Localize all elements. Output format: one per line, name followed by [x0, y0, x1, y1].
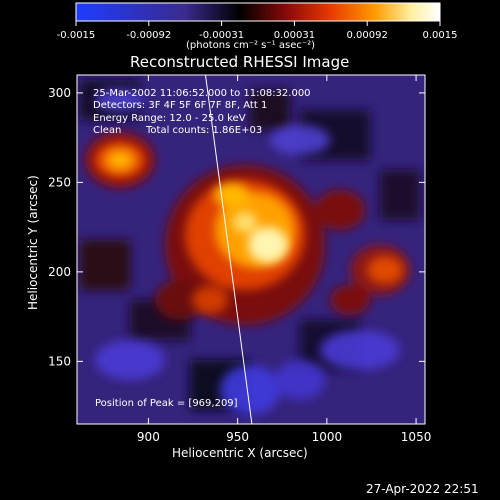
colorbar-tick-label: 0.00092 [347, 30, 388, 41]
algorithm-label: Clean [93, 125, 122, 136]
colorbar-tick-label: 0.0015 [423, 30, 458, 41]
colorbar-units: (photons cm⁻² s⁻¹ asec⁻²) [186, 40, 316, 51]
total-counts-label: Total counts: 1.86E+03 [146, 125, 263, 136]
colorbar-gradient [75, 2, 441, 22]
footer-timestamp: 27-Apr-2022 22:51 [366, 482, 479, 496]
x-tick-label: 1050 [401, 430, 432, 444]
y-tick-label: 150 [48, 354, 71, 368]
plot-title: Reconstructed RHESSI Image [130, 53, 350, 71]
energy-range-label: Energy Range: 12.0 - 25.0 keV [93, 113, 246, 124]
y-tick-label: 250 [48, 175, 71, 189]
detectors-label: Detectors: 3F 4F 5F 6F 7F 8F, Att 1 [93, 100, 268, 111]
x-tick-label: 950 [226, 430, 249, 444]
y-tick-label: 200 [48, 265, 71, 279]
y-tick-label: 300 [48, 86, 71, 100]
x-tick-label: 1000 [312, 430, 343, 444]
peak-position-label: Position of Peak = [969,209] [95, 398, 238, 409]
blue-patches [95, 88, 400, 415]
colorbar: -0.0015 -0.00092 -0.00031 0.00031 0.00092 0.0… [57, 2, 458, 41]
colorbar-tick-label: 0.00031 [274, 30, 315, 41]
time-range-label: 25-Mar-2002 11:06:52.000 to 11:08:32.000 [93, 88, 311, 99]
colorbar-tick-label: -0.00092 [126, 30, 171, 41]
x-tick-label: 900 [137, 430, 160, 444]
x-axis-label: Heliocentric X (arcsec) [172, 446, 308, 460]
colorbar-tick-label: -0.0015 [57, 30, 96, 41]
solar-limb-line [204, 75, 253, 424]
emission-core [233, 212, 288, 263]
y-axis-label: Heliocentric Y (arcsec) [26, 175, 40, 310]
plot-frame [76, 74, 426, 425]
colorbar-tick-label: -0.00031 [199, 30, 244, 41]
image-plot: 900 950 1000 1050 300 250 200 150 [48, 74, 432, 444]
